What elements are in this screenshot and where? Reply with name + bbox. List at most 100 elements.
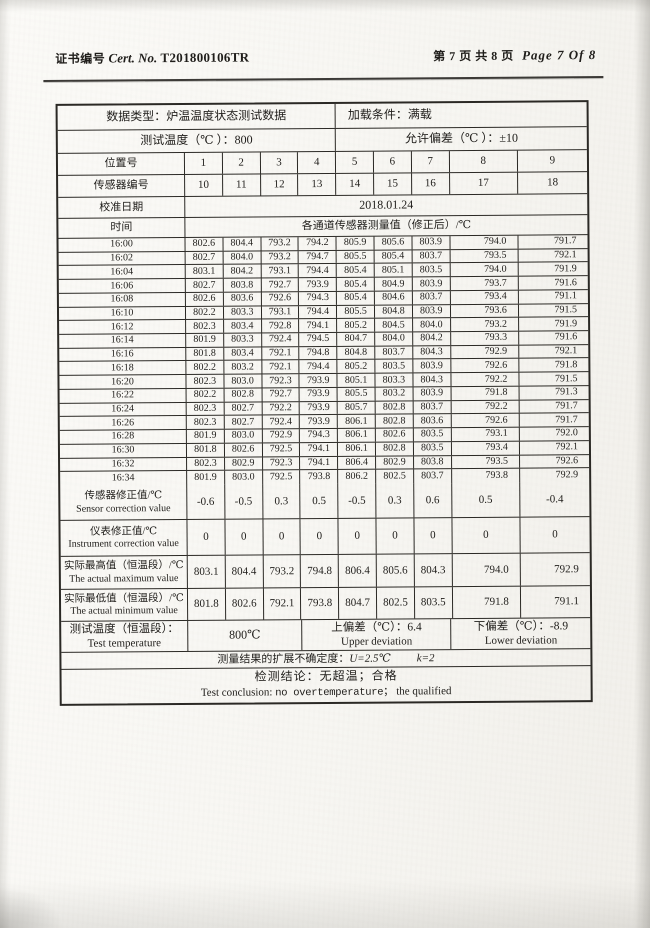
value-cell: 0 [552, 528, 558, 541]
uncertainty-label: 测量结果的扩展不确定度： [217, 652, 350, 666]
value-cell: 794.1 [300, 456, 339, 470]
value-cell: 802.3 [186, 416, 225, 430]
value-cell: 792.1 [555, 441, 578, 453]
uncertainty-k-value: k=2 [416, 651, 435, 664]
table-row-datatype: 数据类型：炉温温度状态测试数据 加载条件：满载 [57, 102, 587, 131]
value-cell: 803.9 [413, 387, 452, 401]
certificate-number-line: 证书编号 Cert. No. T201800106TR [55, 49, 249, 67]
value-cell: 802.2 [186, 361, 225, 375]
conclusion-cn: 检测结论：无超温；合格 [254, 668, 398, 684]
value-cell: -0.4 [545, 492, 564, 506]
value-cell: 803.2 [375, 387, 414, 401]
value-cell: 804.8 [374, 304, 413, 318]
time-cell: 16:04 [58, 265, 186, 280]
lower-deviation-cell: 下偏差（℃）：-8.9 Lower deviation [452, 618, 591, 649]
upper-deviation-en: Upper deviation [340, 634, 413, 648]
value-cell: 792.9 [555, 469, 579, 481]
cert-number: T201800106TR [160, 49, 250, 66]
test-temperature-label-cn: 测试温度（恒温段）： [69, 623, 179, 636]
value-cell: 801.9 [186, 333, 225, 347]
value-cell: 802.2 [185, 306, 224, 320]
value-cell: 803.5 [412, 263, 451, 277]
cert-prefix-label: 证书编号 [55, 51, 106, 66]
value-cell: 792.2 [451, 372, 520, 387]
value-cell: 805.2 [337, 318, 376, 332]
value-cell: 791.7 [553, 235, 577, 247]
value-cell: 803.9 [412, 236, 451, 250]
value-cell: 794.4 [299, 305, 338, 319]
value-cell: 793.1 [261, 305, 300, 319]
value-cell: 0 [376, 518, 415, 554]
value-cell: 6 [373, 151, 412, 173]
value-cell: 805.1 [374, 263, 413, 277]
value-cell: 792.6 [261, 292, 300, 306]
value-cell: 793.4 [451, 441, 520, 455]
value-cell: 804.3 [413, 345, 451, 359]
value-cell: 791.3 [555, 386, 578, 398]
value-cell: 793.6 [450, 304, 519, 318]
value-cell: 794.0 [452, 553, 521, 587]
time-cell: 16:02 [58, 251, 186, 266]
value-cell: 801.9 [186, 429, 225, 443]
value-cell: 803.3 [223, 306, 262, 320]
row-label: 实际最低值（恒温段）/℃ The actual minimum value [60, 588, 189, 621]
conclusion-en-prefix: Test conclusion: [200, 686, 276, 699]
value-cell: 791.9 [554, 263, 577, 275]
value-cell: 805.4 [336, 277, 375, 291]
row-label: 传感器修正值/℃ Sensor correction value [60, 484, 188, 520]
value-cell: 791.5 [554, 304, 578, 316]
time-cell: 16:08 [58, 292, 186, 307]
value-cell: 2 [222, 152, 261, 174]
value-cell: 804.4 [225, 555, 264, 588]
conclusion-en: Test conclusion: no overtemperature； the… [201, 684, 452, 701]
value-cell: 793.7 [450, 276, 519, 290]
value-cell: 792.4 [261, 333, 300, 347]
value-cell: 803.7 [412, 290, 451, 304]
page-indicator: 第 7 页 共 8 页 Page 7 Of 8 [433, 46, 596, 64]
value-cell: -0.6 [187, 484, 226, 519]
value-cell: 804.0 [223, 251, 262, 265]
value-cell: 792.4 [262, 415, 301, 429]
value-cell: 9 [549, 154, 556, 167]
conclusion-en-suffix: the qualified [393, 685, 452, 698]
value-cell: 803.3 [223, 333, 262, 347]
value-cell: 793.9 [299, 278, 338, 292]
value-cell: 803.0 [224, 374, 263, 388]
value-cell: 0 [338, 518, 377, 554]
value-cell: 806.4 [338, 456, 377, 470]
value-cell: 793.2 [450, 317, 520, 332]
value-cell: 0.3 [376, 483, 415, 518]
sensor-correction-row: 传感器修正值/℃ Sensor correction value -0.6 -0.5 0… [60, 482, 590, 521]
time-cell: 16:16 [59, 347, 187, 362]
value-cell: 793.8 [301, 587, 340, 620]
value-cell: 1 [184, 152, 223, 174]
value-cell: 793.8 [451, 468, 521, 484]
value-cell: 803.0 [224, 429, 263, 443]
value-cell: 0 [187, 519, 226, 555]
value-cell: 794.4 [299, 360, 338, 374]
value-cell: 792.5 [262, 470, 301, 485]
time-cell: 16:28 [59, 430, 187, 444]
row-label-en: Instrument correction value [68, 538, 179, 550]
uncertainty-u-value: U=2.5℃ [349, 652, 391, 665]
value-cell: 793.9 [299, 374, 338, 388]
value-cell: 12 [260, 174, 299, 196]
value-cell: 794.1 [299, 319, 338, 333]
header-divider [43, 76, 604, 82]
value-cell: 793.8 [300, 470, 339, 485]
page-indicator-cn: 第 7 页 共 8 页 [433, 48, 514, 64]
value-cell: 803.7 [413, 469, 452, 484]
value-cell: 804.9 [374, 277, 413, 291]
value-cell: 791.7 [555, 400, 578, 412]
value-cell: 801.9 [187, 470, 225, 485]
value-cell: 803.7 [413, 400, 452, 414]
value-cell: 805.5 [337, 305, 376, 319]
value-cell: 792.9 [262, 429, 301, 443]
value-cell: 803.9 [412, 304, 451, 318]
value-cell: 793.2 [263, 555, 302, 588]
value-cell: 16 [411, 173, 450, 195]
value-cell: 802.8 [375, 414, 414, 428]
value-cell: 804.3 [413, 373, 452, 387]
value-cell: 0 [300, 518, 339, 555]
value-cell: 794.4 [299, 264, 337, 278]
